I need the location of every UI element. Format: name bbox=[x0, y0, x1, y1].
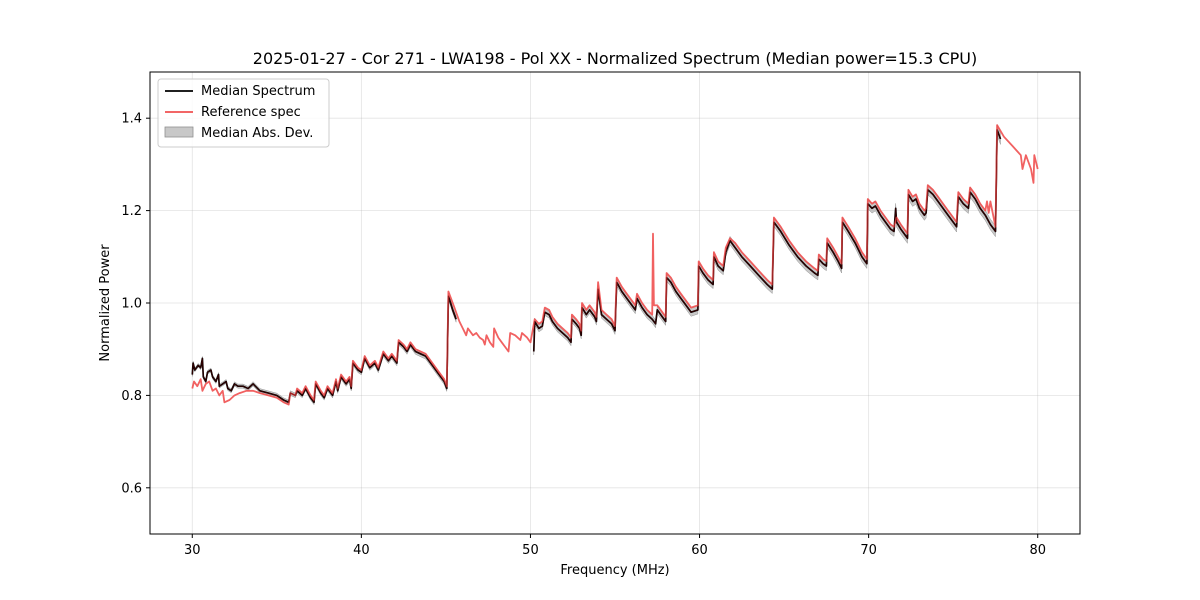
legend: Median Spectrum Reference spec Median Ab… bbox=[157, 78, 330, 148]
x-tick-label: 50 bbox=[522, 543, 539, 558]
y-axis-title: Normalized Power bbox=[98, 244, 113, 362]
legend-mad-swatch bbox=[164, 126, 194, 138]
legend-median-label: Median Spectrum bbox=[201, 84, 315, 99]
y-tick-label: 0.6 bbox=[121, 481, 142, 496]
median-overlay bbox=[191, 129, 1001, 403]
chart-title: 2025-01-27 - Cor 271 - LWA198 - Pol XX -… bbox=[253, 49, 977, 68]
legend-frame bbox=[157, 78, 330, 148]
median-overlay-line bbox=[191, 295, 457, 403]
x-axis-title: Frequency (MHz) bbox=[560, 563, 669, 578]
reference-spec-line bbox=[191, 124, 1039, 406]
legend-reference-label: Reference spec bbox=[201, 105, 301, 120]
x-tick-label: 60 bbox=[691, 543, 708, 558]
x-tick-label: 70 bbox=[860, 543, 877, 558]
x-tick-label: 80 bbox=[1029, 543, 1046, 558]
x-tick-label: 30 bbox=[184, 543, 201, 558]
x-axis-ticks: 30 40 50 60 70 80 bbox=[184, 534, 1046, 558]
y-tick-label: 0.8 bbox=[121, 389, 142, 404]
legend-mad-label: Median Abs. Dev. bbox=[201, 126, 313, 141]
x-tick-label: 40 bbox=[353, 543, 370, 558]
reference-spec-series bbox=[191, 124, 1039, 406]
y-tick-label: 1.0 bbox=[121, 297, 142, 312]
y-tick-label: 1.4 bbox=[121, 112, 142, 127]
y-axis-ticks: 0.6 0.8 1.0 1.2 1.4 bbox=[121, 112, 150, 496]
y-tick-label: 1.2 bbox=[121, 204, 142, 219]
median-overlay-line bbox=[533, 129, 1001, 352]
